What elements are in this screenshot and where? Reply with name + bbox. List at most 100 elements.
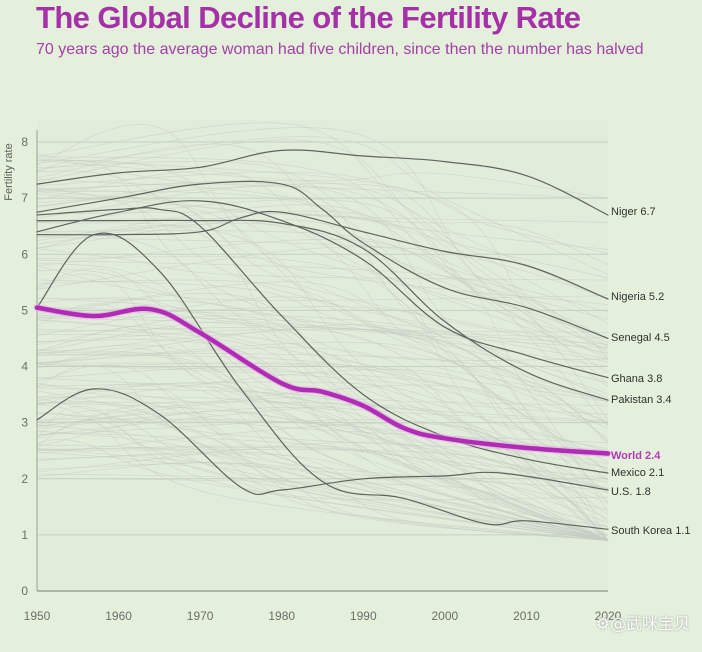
background-country-line bbox=[36, 445, 609, 541]
background-country-line bbox=[36, 306, 609, 354]
background-country-line bbox=[36, 420, 609, 541]
background-country-line bbox=[36, 170, 609, 356]
x-tick-label: 1970 bbox=[187, 609, 214, 623]
background-country-line bbox=[36, 405, 609, 541]
gridlines bbox=[37, 141, 608, 536]
background-country-line bbox=[36, 281, 609, 363]
background-country-line bbox=[36, 441, 609, 541]
background-country-line bbox=[36, 477, 609, 541]
background-country-line bbox=[36, 153, 609, 199]
background-country-line bbox=[36, 268, 609, 403]
background-country-line bbox=[36, 171, 609, 354]
background-country-line bbox=[36, 430, 609, 541]
y-tick-label: 1 bbox=[21, 528, 28, 542]
series-line-mexico bbox=[36, 207, 609, 474]
x-tick-label: 2010 bbox=[513, 609, 540, 623]
x-tick-label: 1960 bbox=[105, 609, 132, 623]
watermark: ⚙@武咪宝贝 bbox=[595, 614, 690, 633]
x-tick-label: 1980 bbox=[268, 609, 295, 623]
background-country-line bbox=[36, 181, 609, 424]
y-tick-label: 0 bbox=[21, 584, 28, 598]
background-country-line bbox=[36, 410, 609, 541]
background-country-line bbox=[36, 222, 609, 399]
series-line-ghana bbox=[36, 200, 609, 379]
background-country-line bbox=[36, 397, 609, 541]
background-country-line bbox=[36, 363, 609, 474]
background-country-line bbox=[36, 273, 609, 484]
series-line-south-korea bbox=[36, 232, 609, 530]
background-country-line bbox=[36, 344, 609, 407]
background-country-line bbox=[36, 462, 609, 541]
background-country-line bbox=[36, 303, 609, 489]
background-country-line bbox=[36, 265, 609, 301]
series-line-niger bbox=[36, 149, 609, 216]
series-labels: Niger 6.7 Nigeria 5.2 Senegal 4.5 Ghana 3.8… bbox=[611, 206, 691, 537]
background-country-line bbox=[36, 170, 609, 223]
background-country-line bbox=[36, 160, 609, 279]
y-tick-label: 7 bbox=[21, 191, 28, 205]
x-tick-label: 1950 bbox=[24, 609, 51, 623]
background-country-line bbox=[36, 178, 609, 250]
background-country-line bbox=[36, 158, 609, 254]
series-label-senegal: Senegal 4.5 bbox=[611, 332, 670, 344]
y-tick-label: 8 bbox=[21, 135, 28, 149]
background-country-line bbox=[36, 187, 609, 360]
background-country-line bbox=[36, 296, 609, 383]
background-country-line bbox=[36, 183, 609, 421]
background-country-line bbox=[36, 193, 609, 265]
background-country-line bbox=[36, 381, 609, 415]
y-tick-label: 4 bbox=[21, 360, 28, 374]
background-country-line bbox=[36, 199, 609, 360]
series-label-south-korea: South Korea 1.1 bbox=[611, 525, 691, 537]
series-line-u-s bbox=[36, 388, 609, 496]
series-label-u-s: U.S. 1.8 bbox=[611, 486, 651, 498]
background-country-line bbox=[36, 219, 609, 472]
background-country-line bbox=[36, 136, 609, 275]
background-country-line bbox=[36, 204, 609, 339]
background-country-line bbox=[36, 236, 609, 299]
x-tick-label: 2000 bbox=[432, 609, 459, 623]
y-tick-label: 2 bbox=[21, 472, 28, 486]
background-country-line bbox=[36, 396, 609, 541]
y-axis-label: Fertility rate bbox=[3, 143, 15, 200]
background-country-line bbox=[36, 430, 609, 541]
background-country-line bbox=[36, 259, 609, 360]
background-country-line bbox=[36, 333, 609, 541]
y-tick-label: 5 bbox=[21, 303, 28, 317]
background-country-line bbox=[36, 155, 609, 352]
background-country-line bbox=[36, 159, 609, 402]
background-country-line bbox=[36, 210, 609, 373]
series-label-mexico: Mexico 2.1 bbox=[611, 467, 664, 479]
x-tick-label: 1990 bbox=[350, 609, 377, 623]
background-country-line bbox=[36, 366, 609, 468]
background-country-line bbox=[36, 182, 609, 387]
background-country-line bbox=[36, 159, 609, 199]
series-line-world bbox=[34, 305, 611, 456]
background-country-line bbox=[36, 347, 609, 541]
series-label-ghana: Ghana 3.8 bbox=[611, 373, 662, 385]
background-country-line bbox=[36, 317, 609, 361]
background-country-line bbox=[36, 449, 609, 515]
background-country-line bbox=[36, 383, 609, 541]
background-country-line bbox=[36, 377, 609, 541]
background-country-line bbox=[36, 409, 609, 454]
background-country-line bbox=[36, 422, 609, 541]
background-country-line bbox=[36, 315, 609, 452]
background-country-line bbox=[36, 269, 609, 367]
axes: 0 1 2 3 4 5 6 7 8 1950 1960 1970 1980 1990 2000 2010 202… bbox=[21, 130, 622, 623]
background-country-line bbox=[36, 230, 609, 313]
background-country-line bbox=[36, 159, 609, 346]
background-country-line bbox=[36, 339, 609, 527]
background-country-line bbox=[36, 353, 609, 541]
series-label-world: World 2.4 bbox=[611, 450, 661, 462]
background-country-line bbox=[36, 238, 609, 344]
background-country-line bbox=[36, 139, 609, 347]
background-country-line bbox=[36, 418, 609, 541]
background-country-line bbox=[36, 362, 609, 541]
background-country-line bbox=[36, 424, 609, 491]
background-country-line bbox=[36, 211, 609, 384]
y-tick-label: 6 bbox=[21, 247, 28, 261]
series-label-niger: Niger 6.7 bbox=[611, 206, 656, 218]
background-country-line bbox=[36, 382, 609, 541]
series-lines bbox=[33, 149, 612, 530]
